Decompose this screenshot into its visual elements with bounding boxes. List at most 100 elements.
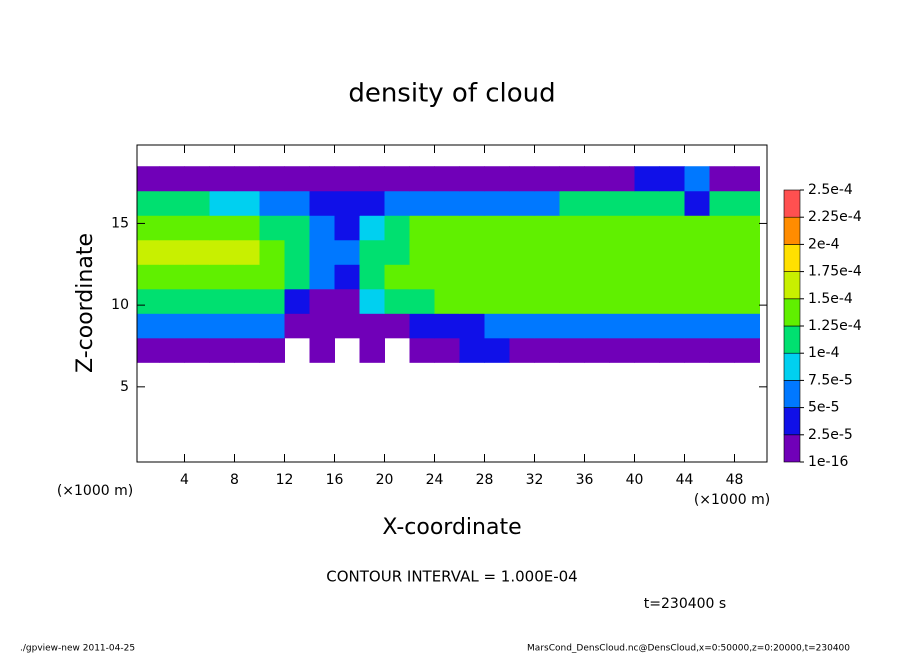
field-cell <box>159 215 185 241</box>
field-cell <box>384 264 410 290</box>
x-tick-label: 28 <box>476 472 494 488</box>
field-cell <box>684 288 710 314</box>
y-tick-label: 15 <box>111 215 129 231</box>
y-axis-label: Z-coordinate <box>73 233 98 373</box>
field-cell <box>509 190 535 216</box>
field-cell <box>684 239 710 265</box>
field-cell <box>484 239 510 265</box>
field-cell <box>384 190 410 216</box>
x-tick-label: 16 <box>326 472 344 488</box>
field-cell <box>359 215 385 241</box>
field-cell <box>609 215 635 241</box>
field-cell <box>484 313 510 339</box>
colorbar-segment <box>783 189 801 218</box>
field-cell <box>534 337 560 363</box>
field-cell <box>534 313 560 339</box>
field-cell <box>409 190 435 216</box>
colorbar-segment <box>783 271 801 300</box>
field-cell <box>634 190 660 216</box>
field-cell <box>137 239 160 265</box>
field-cell <box>584 337 610 363</box>
field-cell <box>284 313 310 339</box>
field-cell <box>334 215 360 241</box>
field-cell <box>159 337 185 363</box>
field-cell <box>159 190 185 216</box>
field-cell <box>284 215 310 241</box>
colorbar-label: 1e-4 <box>808 345 840 361</box>
field-cell <box>234 215 260 241</box>
field-cell <box>459 190 485 216</box>
field-cell <box>159 313 185 339</box>
x-tick-label: 40 <box>626 472 644 488</box>
field-cell <box>609 288 635 314</box>
field-cell <box>634 239 660 265</box>
field-cell <box>484 337 510 363</box>
field-cell <box>484 190 510 216</box>
field-cell <box>184 264 210 290</box>
field-cell <box>334 288 360 314</box>
field-cell <box>684 166 710 192</box>
field <box>137 166 760 363</box>
colorbar-label: 7.5e-5 <box>808 372 853 388</box>
field-cell <box>659 190 685 216</box>
field-cell <box>184 337 210 363</box>
field-cell <box>734 313 760 339</box>
field-cell <box>609 264 635 290</box>
field-cell <box>584 313 610 339</box>
field-cell <box>634 313 660 339</box>
x-axis-label: X-coordinate <box>382 515 521 540</box>
field-cell <box>284 166 310 192</box>
field-cell <box>584 215 610 241</box>
field-cell <box>334 239 360 265</box>
field-cell <box>709 215 735 241</box>
field-cell <box>209 264 235 290</box>
field-cell <box>259 337 285 363</box>
field-cell <box>559 215 585 241</box>
field-cell <box>459 215 485 241</box>
field-cell <box>137 313 160 339</box>
field-cell <box>459 264 485 290</box>
footer-right: MarsCond_DensCloud.nc@DensCloud,x=0:5000… <box>527 644 850 654</box>
x-tick-label: 4 <box>180 472 189 488</box>
field-cell <box>234 288 260 314</box>
field-cell <box>509 313 535 339</box>
field-cell <box>434 313 460 339</box>
field-cell <box>434 264 460 290</box>
field-cell <box>137 337 160 363</box>
colorbar-segment <box>783 216 801 245</box>
field-cell <box>309 337 335 363</box>
colorbar-segment <box>783 298 801 327</box>
field-cell <box>409 313 435 339</box>
x-tick-label: 12 <box>276 472 294 488</box>
field-cell <box>659 215 685 241</box>
field-cell <box>484 215 510 241</box>
field-cell <box>334 264 360 290</box>
field-cell <box>509 166 535 192</box>
field-cell <box>484 288 510 314</box>
colorbar-label: 1e-16 <box>808 454 848 470</box>
field-cell <box>309 215 335 241</box>
field-cell <box>684 264 710 290</box>
colorbar-segment <box>783 244 801 272</box>
field-cell <box>559 190 585 216</box>
field-cell <box>534 166 560 192</box>
field-cell <box>259 190 285 216</box>
field-cell <box>234 239 260 265</box>
field-cell <box>159 239 185 265</box>
colorbar-segment <box>783 352 801 381</box>
field-cell <box>409 215 435 241</box>
field-cell <box>184 288 210 314</box>
field-cell <box>559 337 585 363</box>
x-tick-label: 20 <box>376 472 394 488</box>
field-cell <box>734 166 760 192</box>
field-cell <box>734 264 760 290</box>
field-cell <box>137 264 160 290</box>
field-cell <box>334 190 360 216</box>
colorbar-segment <box>783 325 801 354</box>
time-label: t=230400 s <box>644 596 726 612</box>
colorbar-segment <box>783 407 801 436</box>
field-cell <box>709 337 735 363</box>
y-unit: (×1000 m) <box>57 483 133 499</box>
field-cell <box>559 313 585 339</box>
field-cell <box>137 190 160 216</box>
